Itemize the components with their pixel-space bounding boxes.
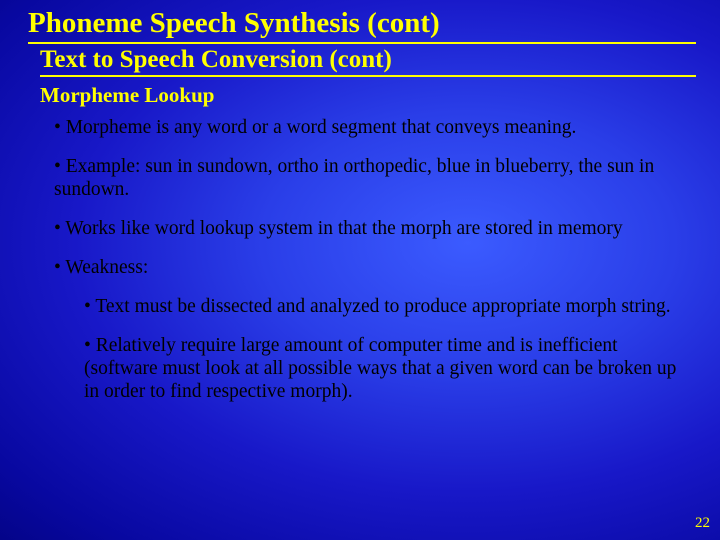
sub-bullet-list: • Text must be dissected and analyzed to… <box>54 295 680 403</box>
subtitle-underline <box>40 75 696 77</box>
bullet-list: • Morpheme is any word or a word segment… <box>0 108 720 403</box>
bullet-item: • Works like word lookup system in that … <box>54 217 680 240</box>
slide-title: Phoneme Speech Synthesis (cont) <box>0 8 720 40</box>
bullet-item: • Example: sun in sundown, ortho in orth… <box>54 155 680 201</box>
page-number: 22 <box>695 515 710 532</box>
sub-bullet-item: • Text must be dissected and analyzed to… <box>84 295 680 318</box>
sub-bullet-item: • Relatively require large amount of com… <box>84 334 680 403</box>
slide: Phoneme Speech Synthesis (cont) Text to … <box>0 0 720 540</box>
slide-subtitle: Text to Speech Conversion (cont) <box>0 46 720 74</box>
bullet-item: • Morpheme is any word or a word segment… <box>54 116 680 139</box>
section-heading: Morpheme Lookup <box>0 83 720 108</box>
title-underline <box>28 42 696 44</box>
bullet-item: • Weakness: <box>54 256 680 279</box>
